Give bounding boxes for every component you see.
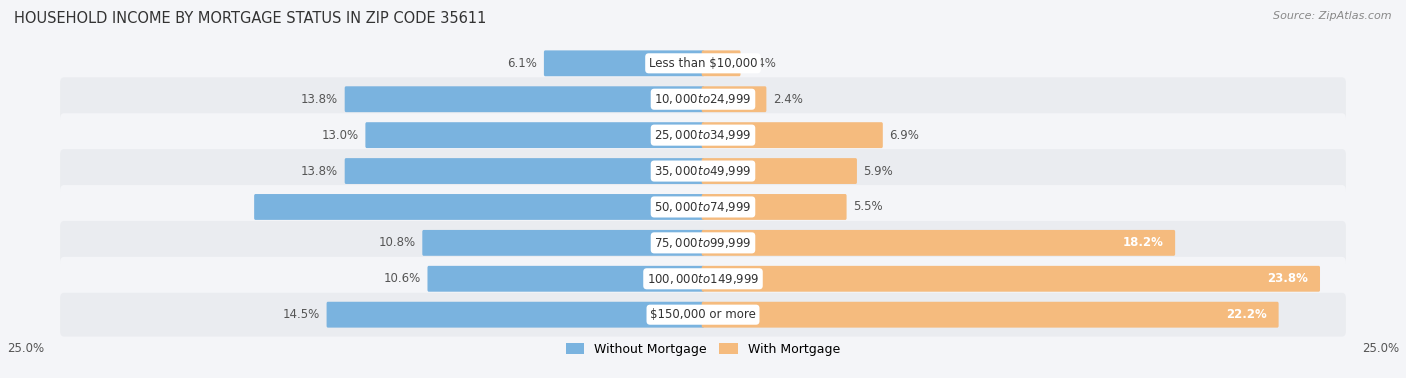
FancyBboxPatch shape — [702, 86, 766, 112]
FancyBboxPatch shape — [422, 230, 704, 256]
FancyBboxPatch shape — [702, 158, 856, 184]
Text: Less than $10,000: Less than $10,000 — [648, 57, 758, 70]
Text: 25.0%: 25.0% — [1362, 342, 1399, 355]
Text: 13.8%: 13.8% — [301, 164, 339, 178]
FancyBboxPatch shape — [254, 194, 704, 220]
Text: 17.3%: 17.3% — [652, 200, 693, 214]
FancyBboxPatch shape — [60, 77, 1346, 121]
Text: 22.2%: 22.2% — [1226, 308, 1267, 321]
FancyBboxPatch shape — [544, 50, 704, 76]
Text: 13.8%: 13.8% — [301, 93, 339, 106]
Text: 5.5%: 5.5% — [853, 200, 883, 214]
Text: 14.5%: 14.5% — [283, 308, 321, 321]
FancyBboxPatch shape — [60, 113, 1346, 157]
Text: $25,000 to $34,999: $25,000 to $34,999 — [654, 128, 752, 142]
Text: $75,000 to $99,999: $75,000 to $99,999 — [654, 236, 752, 250]
FancyBboxPatch shape — [344, 86, 704, 112]
Text: Source: ZipAtlas.com: Source: ZipAtlas.com — [1274, 11, 1392, 21]
Text: $50,000 to $74,999: $50,000 to $74,999 — [654, 200, 752, 214]
FancyBboxPatch shape — [702, 122, 883, 148]
Text: 25.0%: 25.0% — [7, 342, 44, 355]
FancyBboxPatch shape — [344, 158, 704, 184]
Text: 10.8%: 10.8% — [378, 236, 416, 249]
FancyBboxPatch shape — [702, 230, 1175, 256]
FancyBboxPatch shape — [60, 293, 1346, 336]
FancyBboxPatch shape — [366, 122, 704, 148]
Text: 2.4%: 2.4% — [773, 93, 803, 106]
FancyBboxPatch shape — [60, 185, 1346, 229]
Text: 13.0%: 13.0% — [322, 129, 359, 142]
Text: HOUSEHOLD INCOME BY MORTGAGE STATUS IN ZIP CODE 35611: HOUSEHOLD INCOME BY MORTGAGE STATUS IN Z… — [14, 11, 486, 26]
Text: $150,000 or more: $150,000 or more — [650, 308, 756, 321]
FancyBboxPatch shape — [60, 221, 1346, 265]
Text: $10,000 to $24,999: $10,000 to $24,999 — [654, 92, 752, 106]
FancyBboxPatch shape — [702, 266, 1320, 292]
FancyBboxPatch shape — [702, 50, 741, 76]
FancyBboxPatch shape — [702, 194, 846, 220]
Text: 6.9%: 6.9% — [889, 129, 920, 142]
FancyBboxPatch shape — [702, 302, 1278, 328]
Legend: Without Mortgage, With Mortgage: Without Mortgage, With Mortgage — [561, 338, 845, 361]
Text: 1.4%: 1.4% — [747, 57, 778, 70]
Text: 5.9%: 5.9% — [863, 164, 893, 178]
FancyBboxPatch shape — [60, 149, 1346, 193]
Text: 10.6%: 10.6% — [384, 272, 420, 285]
FancyBboxPatch shape — [60, 42, 1346, 85]
Text: 18.2%: 18.2% — [1122, 236, 1164, 249]
FancyBboxPatch shape — [427, 266, 704, 292]
Text: $35,000 to $49,999: $35,000 to $49,999 — [654, 164, 752, 178]
FancyBboxPatch shape — [326, 302, 704, 328]
Text: 6.1%: 6.1% — [508, 57, 537, 70]
Text: 23.8%: 23.8% — [1267, 272, 1309, 285]
Text: $100,000 to $149,999: $100,000 to $149,999 — [647, 272, 759, 286]
FancyBboxPatch shape — [60, 257, 1346, 301]
